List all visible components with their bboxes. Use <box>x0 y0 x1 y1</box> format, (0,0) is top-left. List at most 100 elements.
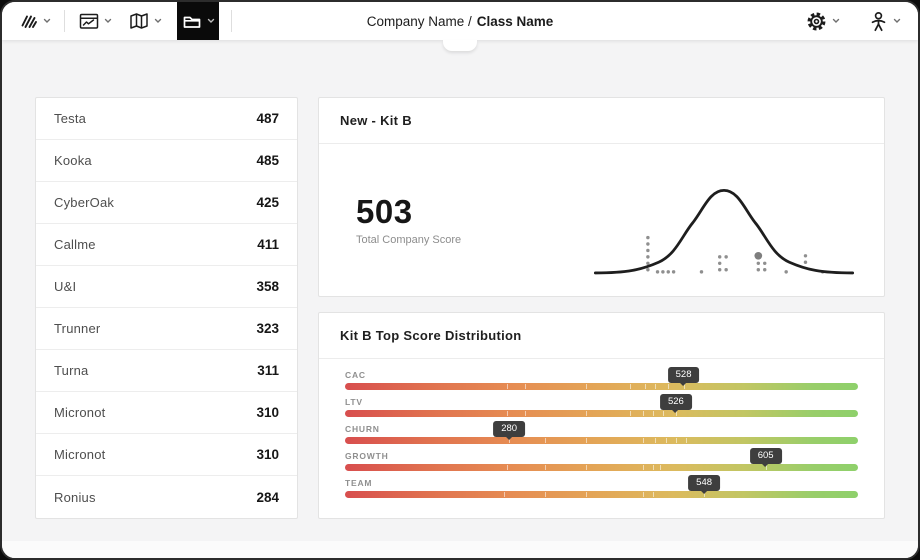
value-badge: 548 <box>688 475 721 493</box>
total-score-value: 503 <box>356 193 413 231</box>
chevron-down-icon <box>832 18 840 24</box>
company-list-row[interactable]: Trunner 323 <box>36 308 297 350</box>
company-score: 485 <box>256 153 279 168</box>
map-view-button[interactable] <box>125 9 165 33</box>
gradient-bar[interactable]: 526 <box>345 394 858 417</box>
company-list-row[interactable]: Kooka 485 <box>36 140 297 182</box>
chevron-down-icon <box>207 18 215 24</box>
company-score: 323 <box>256 321 279 336</box>
company-score: 310 <box>256 405 279 420</box>
bell-curve-chart <box>590 173 858 285</box>
bell-curve-path <box>593 189 855 275</box>
distribution-bar-row: CAC 528 <box>345 367 858 390</box>
score-dot <box>655 270 660 274</box>
folder-view-button[interactable] <box>177 2 219 40</box>
score-dot <box>646 248 650 253</box>
value-badge: 528 <box>667 367 700 385</box>
company-name: Testa <box>54 111 87 126</box>
company-list-row[interactable]: Callme 411 <box>36 224 297 266</box>
score-dot <box>803 254 808 258</box>
logo-menu-button[interactable] <box>16 9 54 33</box>
toolbar-right-group <box>802 8 904 35</box>
gradient-bar[interactable]: 605 <box>345 448 858 471</box>
toolbar-left-group <box>16 2 232 40</box>
company-list-row[interactable]: Micronot 310 <box>36 392 297 434</box>
metric-label: CHURN <box>345 424 380 434</box>
value-badge: 605 <box>749 448 782 466</box>
gradient-bar[interactable]: 528 <box>345 367 858 390</box>
company-score: 425 <box>256 195 279 210</box>
distribution-bar-row: LTV 526 <box>345 394 858 417</box>
folder-icon <box>181 11 203 31</box>
toolbar-divider <box>231 10 232 32</box>
score-panel-body: 503 Total Company Score <box>319 144 884 296</box>
company-score: 411 <box>257 237 279 252</box>
score-dot <box>717 261 722 266</box>
user-menu-button[interactable] <box>865 9 904 34</box>
score-dot <box>666 270 670 274</box>
company-score: 284 <box>256 489 279 505</box>
score-dot <box>724 268 728 272</box>
company-name: Kooka <box>54 153 92 168</box>
company-name: CyberOak <box>54 195 115 210</box>
company-list-row[interactable]: U&I 358 <box>36 266 297 308</box>
score-dot <box>646 261 650 266</box>
gradient-bar[interactable]: 548 <box>345 475 858 498</box>
company-name: Micronot <box>54 447 106 462</box>
company-name: Callme <box>54 237 96 252</box>
toolbar-divider <box>64 10 65 32</box>
company-score: 358 <box>256 279 279 294</box>
metric-label: CAC <box>345 370 366 380</box>
footer-strip <box>2 541 918 558</box>
chevron-down-icon <box>893 18 901 24</box>
score-dot <box>803 260 808 264</box>
company-list-row[interactable]: CyberOak 425 <box>36 182 297 224</box>
score-dot <box>756 268 761 272</box>
class-name-crumb: Class Name <box>476 13 554 29</box>
distribution-bars: CAC 528 LTV 526 CHURN 280 GROWTH 605 TEA… <box>319 359 884 498</box>
chevron-down-icon <box>43 18 51 24</box>
value-badge: 526 <box>659 394 692 412</box>
company-name: U&I <box>54 279 77 294</box>
chevron-down-icon <box>154 18 162 24</box>
distribution-panel: Kit B Top Score Distribution CAC 528 LTV… <box>318 312 885 519</box>
score-dots-group <box>646 235 825 274</box>
header-notch-handle[interactable] <box>443 40 477 51</box>
company-list-row[interactable]: Testa 487 <box>36 98 297 140</box>
breadcrumb-title: Company Name / Class Name <box>367 2 554 40</box>
score-dot <box>717 268 722 272</box>
company-name-crumb: Company Name / <box>366 13 472 29</box>
metric-label: TEAM <box>345 478 373 488</box>
metric-label: LTV <box>345 397 363 407</box>
settings-button[interactable] <box>802 8 843 35</box>
score-dot <box>763 261 767 266</box>
distribution-bar-row: TEAM 548 <box>345 475 858 498</box>
company-score: 487 <box>256 111 279 126</box>
score-dot <box>646 235 650 240</box>
chevron-down-icon <box>104 18 112 24</box>
company-name: Ronius <box>54 489 96 505</box>
distribution-bar-row: GROWTH 605 <box>345 448 858 471</box>
company-list: Testa 487 Kooka 485 CyberOak 425 Callme … <box>35 97 298 519</box>
score-dot <box>717 255 722 259</box>
total-score-block: 503 Total Company Score <box>356 193 462 246</box>
score-dot <box>699 270 704 274</box>
score-dot <box>756 261 761 266</box>
gradient-bar[interactable]: 280 <box>345 421 858 444</box>
total-score-label: Total Company Score <box>356 233 462 246</box>
company-list-row[interactable]: Micronot 310 <box>36 434 297 476</box>
map-book-icon <box>128 11 150 31</box>
score-panel-title: New - Kit B <box>319 98 884 144</box>
distribution-panel-title: Kit B Top Score Distribution <box>319 313 884 359</box>
highlighted-score-dot[interactable] <box>754 251 763 260</box>
distribution-bar-row: CHURN 280 <box>345 421 858 444</box>
company-score: 310 <box>256 447 279 462</box>
score-dot <box>763 268 767 272</box>
value-badge: 280 <box>493 421 526 439</box>
company-list-row[interactable]: Turna 311 <box>36 350 297 392</box>
chart-view-button[interactable] <box>75 9 115 33</box>
score-dot <box>661 270 665 274</box>
score-panel: New - Kit B 503 Total Company Score <box>318 97 885 297</box>
company-list-row[interactable]: Ronius 284 <box>36 476 297 518</box>
company-name: Micronot <box>54 405 106 420</box>
